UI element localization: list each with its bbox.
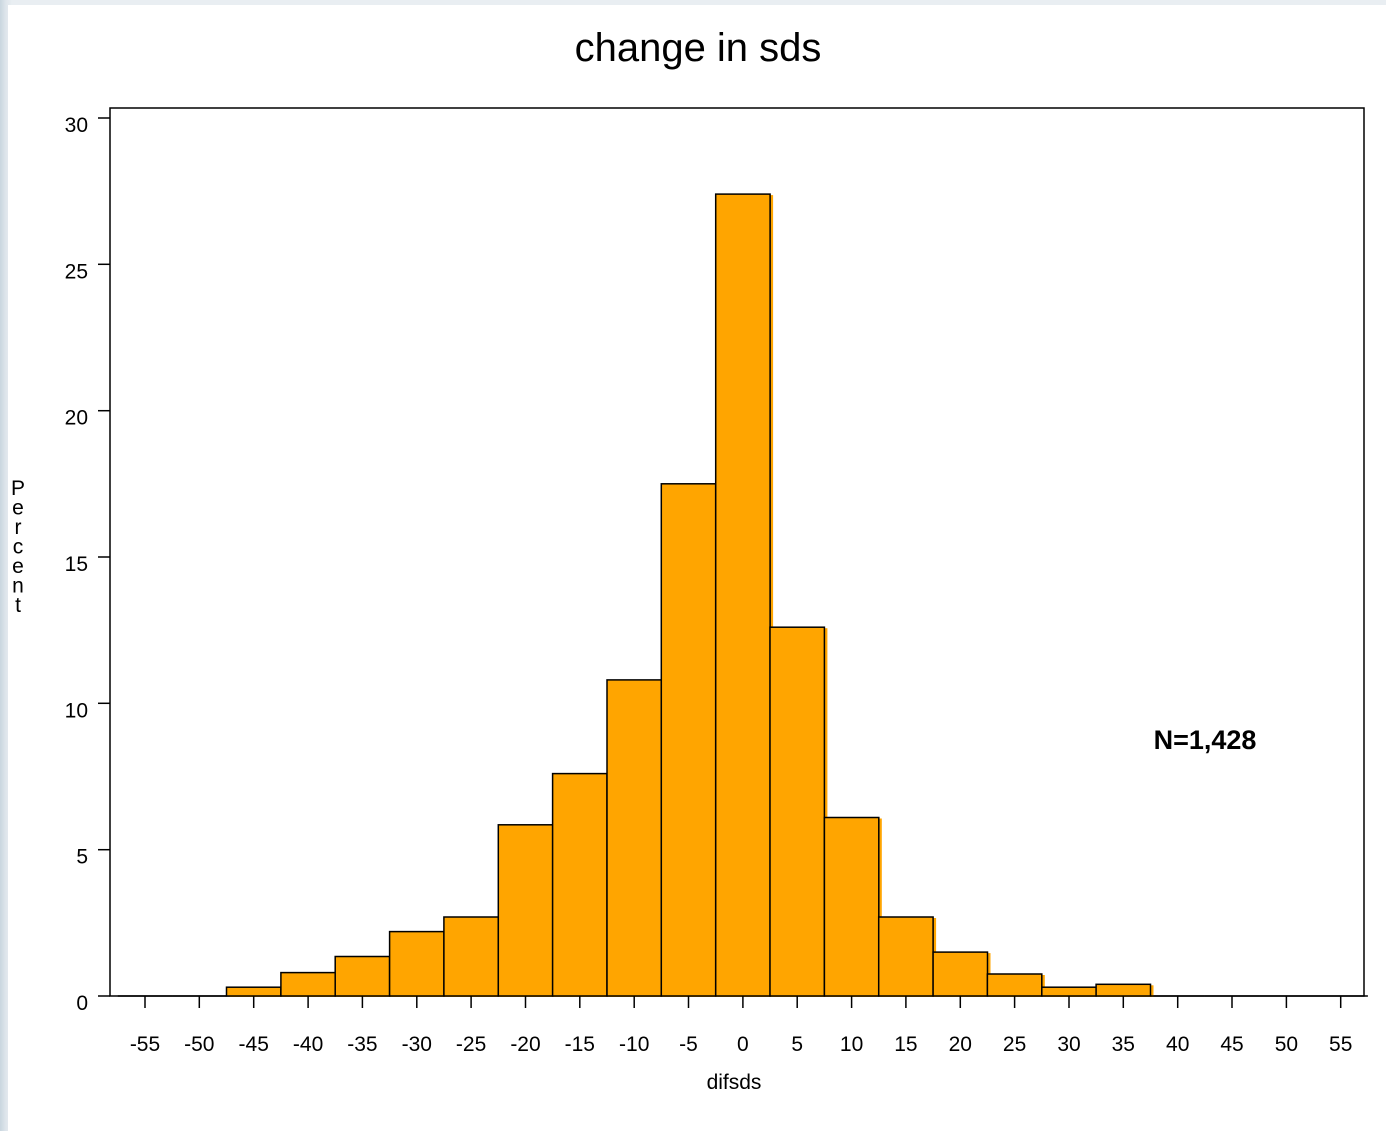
bars-group [117, 193, 1368, 998]
x-axis-label: difsds [707, 1071, 762, 1094]
x-tick-label-20: 20 [949, 1033, 972, 1056]
x-tick-label-10: 10 [840, 1033, 863, 1056]
y-tick-label-15: 15 [65, 553, 88, 576]
x-tick-label--35: -35 [347, 1033, 377, 1056]
x-tick-label-40: 40 [1166, 1033, 1189, 1056]
bar-35 [1095, 983, 1152, 997]
x-tick-label--55: -55 [130, 1033, 160, 1056]
bar--10 [606, 679, 663, 997]
bar-5 [769, 626, 826, 997]
x-tick-label-45: 45 [1220, 1033, 1243, 1056]
x-tick-label-30: 30 [1057, 1033, 1080, 1056]
x-tick-label--45: -45 [239, 1033, 269, 1056]
bar--40 [280, 971, 337, 997]
x-tick-label-50: 50 [1275, 1033, 1298, 1056]
x-tick-label--25: -25 [456, 1033, 486, 1056]
y-tick-label-25: 25 [65, 260, 88, 283]
x-tick-label--5: -5 [679, 1033, 698, 1056]
y-tick-label-5: 5 [76, 846, 88, 869]
x-tick-label-55: 55 [1329, 1033, 1352, 1056]
y-tick-label-0: 0 [76, 992, 88, 1015]
bar-25 [986, 973, 1043, 997]
x-tick-label--10: -10 [619, 1033, 649, 1056]
x-tick-label-15: 15 [894, 1033, 917, 1056]
bar--20 [497, 824, 554, 997]
bar-15 [877, 916, 934, 997]
chart-frame: change in sds 0 5 10 15 20 25 30 -55 -50 -45 -40-… [8, 5, 1386, 1131]
y-axis: 0 5 10 15 20 25 30 [65, 114, 110, 1015]
x-axis: -55 -50 -45 -40 -35 -30 -25 -20 -15 -10 -5 0 5 10 15 20… [130, 996, 1352, 1056]
bar--30 [388, 930, 445, 997]
bar-20 [932, 951, 989, 997]
x-tick-label--20: -20 [510, 1033, 540, 1056]
x-tick-label--40: -40 [293, 1033, 323, 1056]
x-tick-label-25: 25 [1003, 1033, 1026, 1056]
x-tick-label--15: -15 [565, 1033, 595, 1056]
x-tick-label-5: 5 [791, 1033, 803, 1056]
bar-10 [823, 816, 880, 997]
bar--35 [334, 955, 391, 997]
chart-title: change in sds [575, 26, 822, 70]
x-tick-label--50: -50 [184, 1033, 214, 1056]
bar--5 [660, 483, 717, 997]
x-tick-label-35: 35 [1112, 1033, 1135, 1056]
y-tick-label-10: 10 [65, 699, 88, 722]
bar-30 [1041, 986, 1097, 997]
bar-0 [714, 193, 771, 997]
bar--45 [225, 986, 282, 997]
y-tick-label-20: 20 [65, 407, 88, 430]
x-tick-label-0: 0 [737, 1033, 749, 1056]
sample-size-annotation: N=1,428 [1154, 725, 1257, 755]
bar--15 [551, 772, 608, 997]
x-tick-label--30: -30 [402, 1033, 432, 1056]
y-tick-label-30: 30 [65, 114, 88, 137]
bar--25 [443, 916, 500, 997]
